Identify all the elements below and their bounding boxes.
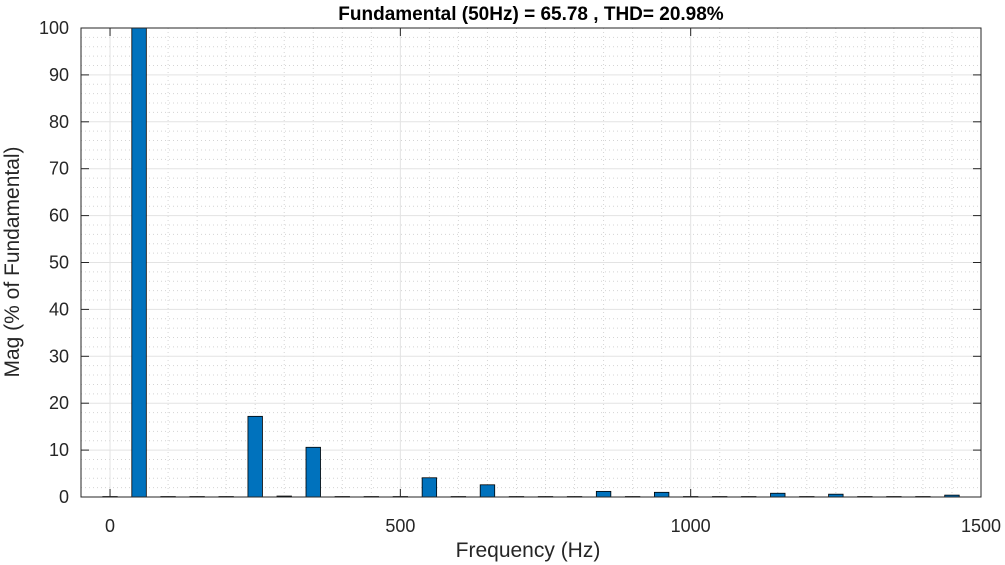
bar (247, 415, 263, 498)
x-tick-label: 500 (385, 516, 415, 536)
y-tick-label: 30 (49, 346, 69, 366)
y-tick-label: 10 (49, 440, 69, 460)
bar (595, 490, 612, 498)
x-tick-label: 0 (105, 516, 115, 536)
x-axis-label: Frequency (Hz) (456, 539, 601, 562)
y-tick-label: 20 (49, 393, 69, 413)
y-tick-label: 50 (49, 253, 69, 273)
chart-title: Fundamental (50Hz) = 65.78 , THD= 20.98% (338, 4, 724, 25)
bar (770, 492, 786, 498)
y-tick-label: 0 (59, 487, 69, 507)
y-tick-label: 100 (39, 18, 69, 38)
x-tick-label: 1000 (671, 516, 711, 536)
bar (305, 446, 321, 498)
x-tick-label: 1500 (961, 516, 1001, 536)
x-axis-ticks: 0 500 1000 1500 (105, 28, 1001, 536)
y-axis-label: Mag (% of Fundamental) (1, 146, 24, 377)
y-tick-label: 70 (49, 159, 69, 179)
y-tick-label: 90 (49, 65, 69, 85)
bar (479, 484, 496, 498)
y-tick-label: 40 (49, 299, 69, 319)
bar (131, 27, 147, 498)
y-tick-label: 60 (49, 206, 69, 226)
bar (653, 491, 670, 498)
bar (421, 477, 438, 498)
y-tick-label: 80 (49, 112, 69, 132)
y-axis-ticks: 0 10 20 30 40 50 60 70 80 90 100 (39, 18, 981, 507)
